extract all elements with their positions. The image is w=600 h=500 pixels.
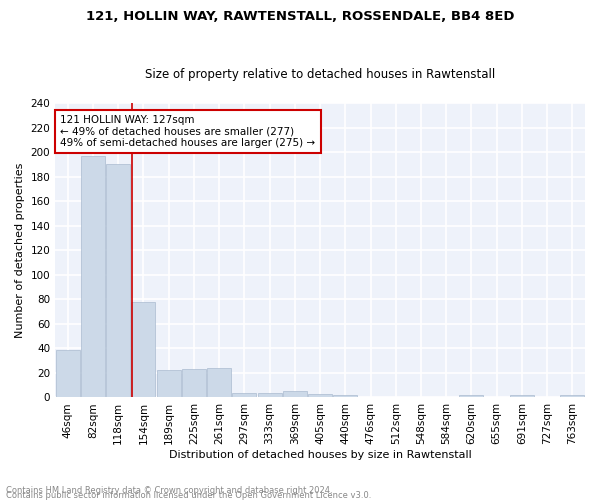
Bar	[257, 392, 281, 398]
Title: Size of property relative to detached houses in Rawtenstall: Size of property relative to detached ho…	[145, 68, 495, 81]
Bar	[460, 395, 484, 398]
Text: 121 HOLLIN WAY: 127sqm
← 49% of detached houses are smaller (277)
49% of semi-de: 121 HOLLIN WAY: 127sqm ← 49% of detached…	[61, 115, 316, 148]
X-axis label: Distribution of detached houses by size in Rawtenstall: Distribution of detached houses by size …	[169, 450, 472, 460]
Y-axis label: Number of detached properties: Number of detached properties	[15, 162, 25, 338]
Bar	[81, 156, 105, 398]
Bar	[56, 350, 80, 398]
Bar	[334, 395, 357, 398]
Bar	[207, 368, 231, 398]
Bar	[131, 302, 155, 398]
Text: Contains public sector information licensed under the Open Government Licence v3: Contains public sector information licen…	[6, 490, 371, 500]
Text: Contains HM Land Registry data © Crown copyright and database right 2024.: Contains HM Land Registry data © Crown c…	[6, 486, 332, 495]
Bar	[560, 395, 584, 398]
Bar	[106, 164, 130, 398]
Text: 121, HOLLIN WAY, RAWTENSTALL, ROSSENDALE, BB4 8ED: 121, HOLLIN WAY, RAWTENSTALL, ROSSENDALE…	[86, 10, 514, 23]
Bar	[232, 392, 256, 398]
Bar	[157, 370, 181, 398]
Bar	[182, 369, 206, 398]
Bar	[510, 395, 534, 398]
Bar	[283, 392, 307, 398]
Bar	[308, 394, 332, 398]
